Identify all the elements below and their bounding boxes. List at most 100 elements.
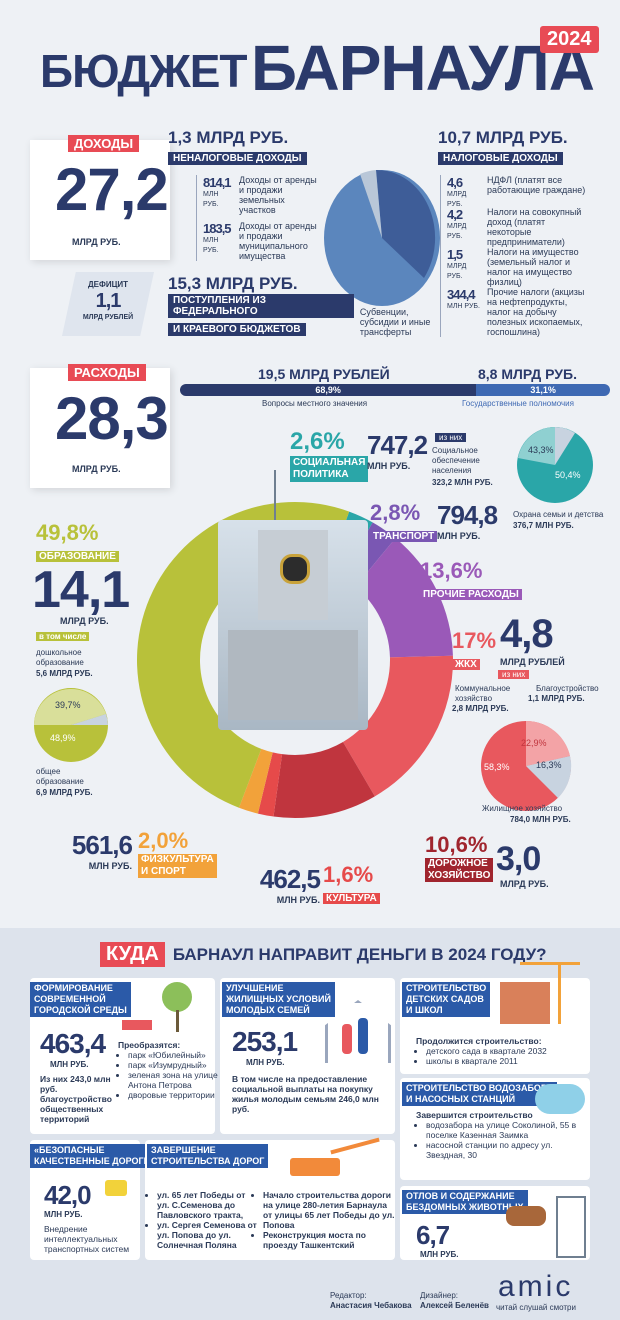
tax-title: НАЛОГОВЫЕ ДОХОДЫ [438,152,563,165]
nontax-item-text: Доходы от аренды и продажи земельных уча… [239,175,317,215]
social-sub2: Охрана семьи и детства [513,510,604,519]
nontax-item: 183,5 МЛН РУБ. Доходы от аренды и продажи… [203,221,333,261]
roadbuild-list: ул. 65 лет Победы от ул. С.Семенова до П… [147,1190,257,1250]
nontax-item-value: 814,1 [203,175,232,190]
split-bar-local: 68,9% [180,384,477,396]
deficit-value: 1,1 [95,290,122,312]
urban-item: дворовые территории [128,1090,218,1100]
housing-sub1: Коммунальное хозяйство [455,684,511,703]
housing-title: ЖКХ [452,659,480,670]
social-unit: МЛН РУБ. [367,461,411,471]
urban-title: ФОРМИРОВАНИЕ СОВРЕМЕННОЙ ГОРОДСКОЙ СРЕДЫ [30,982,131,1017]
roads-values: 3,0 МЛРД РУБ. [496,840,549,889]
title: БЮДЖЕТ БАРНАУЛА [40,36,595,100]
family-illustration [320,990,391,1063]
state-label: Государственные полномочия [462,399,574,408]
urban-value: 463,4 [40,1028,106,1059]
social-pie2: 50,4% [555,470,581,480]
income-unit: МЛРД РУБ. [72,237,121,247]
donut-slice-3 [355,538,453,658]
donut-slice-8 [137,502,350,808]
tax-amount: 10,7 МЛРД РУБ. [438,128,568,147]
roads-block: 10,6% ДОРОЖНОЕ ХОЗЯЙСТВО [425,832,494,883]
animals-value: 6,7 [416,1220,450,1250]
tax-item-unit: МЛРД РУБ. [447,263,467,280]
year-badge: 2024 [540,26,599,53]
housing-values: 4,8 МЛРД РУБЛЕЙ [500,612,565,667]
income-panel [30,140,170,260]
education-pie2: 48,9% [50,733,76,743]
water-title: СТРОИТЕЛЬСТВО ВОДОЗАБОРА И НАСОСНЫХ СТАНЦ… [402,1082,557,1106]
social-values: 747,2 МЛН РУБ. [367,430,428,471]
urban-item: зеленая зона на улице Антона Петрова [128,1070,218,1090]
water-list: водозабора на улице Соколиной, 55 в посе… [416,1120,591,1160]
nontax-block: 1,3 МЛРД РУБ. НЕНАЛОГОВЫЕ ДОХОДЫ [168,128,307,166]
tax-item-value: 4,2 [447,207,463,222]
housing-sub2-value: 1,1 МЛРД РУБ. [528,694,585,703]
expenses-label: РАСХОДЫ [68,364,146,381]
culture-pct: 1,6% [323,862,374,887]
other-pct: 13,6% [420,558,483,583]
social-sub2-value: 376,7 МЛН РУБ. [513,521,574,530]
housing-pie2: 58,3% [484,762,510,772]
expenses-value: 28,3 [55,385,169,452]
state-amount: 8,8 МЛРД РУБ. [478,366,577,382]
tax-item-value: 4,6 [447,175,463,190]
tax-item: 1,5 МЛРД РУБ. Налоги на имущество (земель… [447,247,597,287]
kinder-title: СТРОИТЕЛЬСТВО ДЕТСКИХ САДОВ И ШКОЛ [402,982,491,1017]
housing-sub2: Благоустройство [536,684,599,693]
deficit-label: ДЕФИЦИТ [87,280,129,289]
roadbuild-title: ЗАВЕРШЕНИЕ СТРОИТЕЛЬСТВА ДОРОГ [147,1144,269,1168]
social-pie [517,427,593,503]
water-item: водозабора на улице Соколиной, 55 в посе… [426,1120,591,1140]
roads-pct: 10,6% [425,832,488,857]
nontax-item-unit: МЛН РУБ. [203,191,219,208]
urban-list: парк «Юбилейный» парк «Изумрудный» зелен… [118,1050,218,1100]
urban-transform: Преобразятся: [118,1040,181,1050]
saferoads-unit: МЛН РУБ. [44,1210,83,1219]
editor-label: Редактор: [330,1291,367,1300]
culture-value: 462,5 [259,864,321,894]
kinder-list: детского сада в квартале 2032 школы в кв… [416,1046,547,1066]
donut-slice-6 [257,752,283,817]
excavator-illustration [270,1137,390,1180]
split-bar: 68,9% 31,1% [180,384,610,396]
saferoads-title: «БЕЗОПАСНЫЕ КАЧЕСТВЕННЫЕ ДОРОГИ» [30,1144,160,1168]
culture-unit: МЛН РУБ. [276,895,320,905]
nontax-item-value: 183,5 [203,221,232,236]
education-pct: 49,8% [36,520,99,545]
editor-name: Анастасия Чебакова [330,1301,412,1310]
amic-logo[interactable]: amic [498,1270,574,1303]
income-pie [324,169,440,306]
expenses-panel [30,368,170,488]
camera-icon [105,1180,127,1196]
tax-item-text: НДФЛ (платят все работающие граждане) [487,175,586,195]
tax-item-text: Налоги на имущество (земельный налог и н… [487,247,579,287]
income-value: 27,2 [55,156,169,223]
young-value: 253,1 [232,1026,298,1057]
education-unit: МЛРД РУБ. [60,616,109,626]
education-including: в том числе [36,632,90,641]
roadbuild-item: ул. Сергея Семенова от ул. Попова до ул.… [157,1220,257,1250]
donut-slice-7 [238,748,273,814]
young-unit: МЛН РУБ. [246,1058,285,1067]
housing-pie1: 22,9% [521,738,547,748]
split-bar-state: 31,1% [476,384,610,396]
other-title: ПРОЧИЕ РАСХОДЫ [420,589,522,600]
designer-label: Дизайнер: [420,1291,459,1300]
roadbuild-item: ул. 65 лет Победы от ул. С.Семенова до П… [157,1190,257,1220]
tax-item-text: Налоги на совокупный доход (платят некот… [487,207,582,247]
social-block: 2,6% СОЦИАЛЬНАЯ ПОЛИТИКА [290,428,369,482]
education-title: ОБРАЗОВАНИЕ [36,551,119,562]
urban-item: парк «Юбилейный» [128,1050,218,1060]
water-lead: Завершится строительство [416,1110,533,1120]
transport-unit: МЛН РУБ. [437,531,481,541]
urban-unit: МЛН РУБ. [50,1060,89,1069]
housing-sub3-value: 784,0 МЛН РУБ. [510,815,571,824]
social-pie1: 43,3% [528,445,554,455]
education-sub2-value: 6,9 МЛРД РУБ. [36,788,93,797]
sport-pct: 2,0% [138,828,189,853]
saferoads-note: Внедрение интеллектуальных транспортных … [44,1224,130,1254]
tax-item-value: 1,5 [447,247,463,262]
sport-values: 561,6 МЛН РУБ. [70,830,133,871]
